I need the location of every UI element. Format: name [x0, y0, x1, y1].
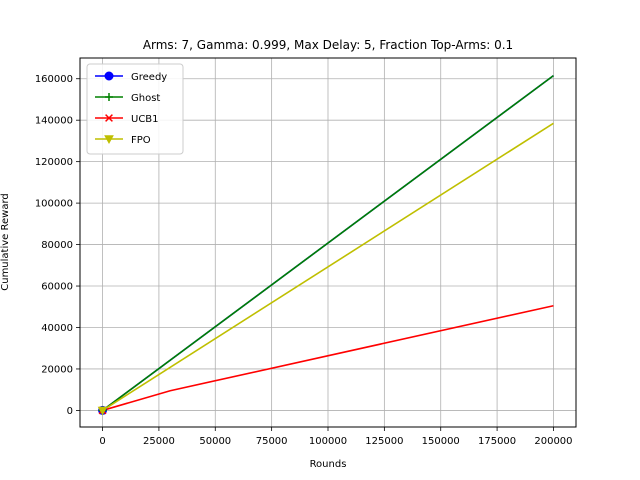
legend-label: Ghost: [131, 93, 160, 104]
series-marker-fpo: [97, 406, 108, 416]
x-tick-label: 100000: [309, 436, 347, 447]
legend-marker-icon: [105, 93, 113, 101]
x-tick-label: 50000: [199, 436, 231, 447]
legend: Greedy Ghost UCB1 FPO: [86, 63, 184, 155]
x-tick-label: 175000: [478, 436, 516, 447]
plot-markers: [97, 405, 108, 416]
axis-ticks: 0 25000 50000 75000 100000 125000 150000 175000…: [35, 74, 573, 447]
y-tick-label: 80000: [41, 240, 73, 251]
y-tick-label: 160000: [35, 74, 73, 85]
legend-entry-greedy: Greedy: [95, 71, 167, 83]
y-tick-label: 140000: [35, 116, 73, 127]
series-line-ucb1: [102, 304, 554, 412]
y-tick-label: 60000: [41, 282, 73, 293]
legend-entry-ghost: Ghost: [95, 93, 160, 104]
series-line-ghost: [102, 74, 554, 412]
x-tick-label: 25000: [143, 436, 175, 447]
x-tick-label: 125000: [365, 436, 403, 447]
y-tick-label: 40000: [41, 323, 73, 334]
x-tick-label: 150000: [422, 436, 460, 447]
legend-label: Greedy: [131, 72, 167, 83]
legend-entry-fpo: FPO: [95, 135, 151, 146]
legend-label: FPO: [131, 135, 151, 146]
legend-box: [86, 63, 184, 155]
legend-marker-icon: [104, 135, 114, 145]
legend-entry-ucb1: UCB1: [95, 114, 159, 125]
x-tick-label: 200000: [534, 436, 572, 447]
plot-lines: [102, 74, 554, 412]
legend-marker-icon: [105, 114, 113, 122]
y-axis-label: Cumulative Reward: [0, 193, 11, 291]
series-line-fpo: [102, 122, 554, 412]
y-tick-label: 100000: [35, 199, 73, 210]
chart-title: Arms: 7, Gamma: 0.999, Max Delay: 5, Fra…: [143, 38, 513, 52]
x-tick-label: 0: [99, 436, 105, 447]
legend-label: UCB1: [131, 114, 159, 125]
y-tick-label: 20000: [41, 364, 73, 375]
legend-marker-icon: [104, 71, 114, 81]
x-axis-label: Rounds: [310, 459, 347, 470]
grid: [80, 58, 576, 427]
y-tick-label: 0: [67, 406, 73, 417]
x-tick-label: 75000: [256, 436, 288, 447]
y-tick-label: 120000: [35, 157, 73, 168]
